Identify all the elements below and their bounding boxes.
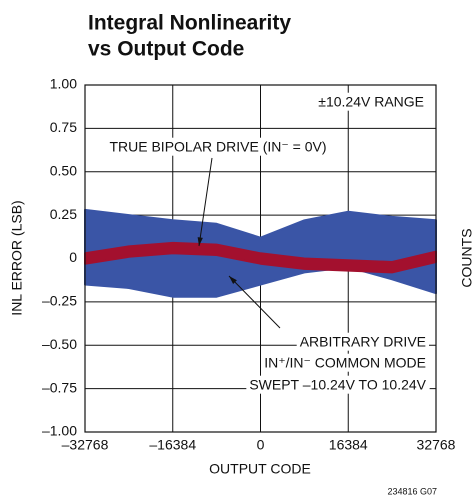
x-axis-label: OUTPUT CODE (209, 461, 311, 477)
y2-axis-label: COUNTS (459, 228, 474, 287)
arrow-line (228, 275, 281, 329)
arrow-head (229, 276, 237, 285)
annotation: ARBITRARY DRIVE (300, 334, 426, 350)
label-background (315, 92, 427, 111)
y-tick-label: –0.75 (42, 379, 77, 395)
y-axis-label: INL ERROR (LSB) (9, 200, 25, 315)
y-tick-label: 0 (69, 249, 77, 265)
y-tick-label: 0.50 (50, 162, 77, 178)
x-tick-label: 0 (257, 437, 265, 453)
annotation: IN⁺/IN⁻ COMMON MODE (264, 355, 426, 371)
y-tick-label: 0.25 (50, 206, 77, 222)
range-note: ±10.24V RANGE (318, 94, 424, 110)
x-tick-label: –16384 (149, 437, 196, 453)
x-tick-label: 32768 (417, 437, 456, 453)
chart-title: Integral Nonlinearity (88, 12, 291, 35)
label-background (246, 375, 430, 394)
y-tick-label: 0.75 (50, 119, 77, 135)
label-background (261, 353, 429, 372)
y-tick-label: –0.50 (42, 336, 77, 352)
label-background (296, 332, 429, 351)
annotation: SWEPT –10.24V TO 10.24V (249, 377, 426, 393)
arrow-head (197, 237, 203, 246)
footnote: 234816 G07 (387, 486, 437, 496)
arrow-line (198, 157, 213, 247)
y-tick-label: –0.25 (42, 293, 77, 309)
x-tick-label: 16384 (329, 437, 368, 453)
y-tick-label: –1.00 (42, 423, 77, 439)
plot-frame (84, 84, 437, 433)
y-tick-label: 1.00 (50, 76, 77, 92)
x-tick-label: –32768 (62, 437, 109, 453)
label-background (106, 137, 330, 156)
annotation: TRUE BIPOLAR DRIVE (IN⁻ = 0V) (109, 139, 326, 155)
chart-title: vs Output Code (88, 38, 244, 61)
